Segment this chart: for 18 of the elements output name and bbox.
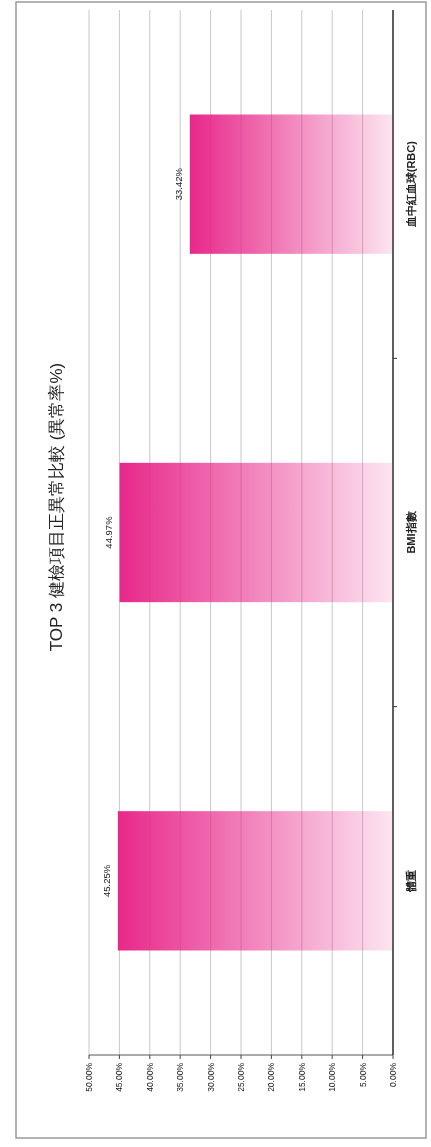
- x-tick-label: 0.00%: [388, 1062, 398, 1088]
- x-tick-label: 40.00%: [144, 1062, 155, 1092]
- x-tick-label: 45.00%: [114, 1062, 125, 1092]
- x-tick-label: 5.00%: [357, 1062, 368, 1088]
- y-tick-label: BMI指數: [405, 510, 417, 554]
- data-label: 33.42%: [172, 167, 184, 201]
- x-tick-label: 30.00%: [205, 1062, 216, 1092]
- x-tick-label: 10.00%: [327, 1062, 338, 1092]
- x-tick-label: 35.00%: [175, 1062, 186, 1092]
- data-label: 45.25%: [100, 864, 112, 897]
- x-tick-label: 25.00%: [236, 1062, 246, 1092]
- data-label: 44.97%: [102, 515, 114, 549]
- x-tick-label: 50.00%: [84, 1062, 94, 1092]
- text: TOP 3 健檢項目正異常比較 (異常率%): [47, 362, 66, 652]
- x-tick-label: 20.00%: [266, 1062, 277, 1092]
- y-tick-label: 血中紅血球(RBC): [405, 140, 417, 229]
- x-tick-label: 15.00%: [296, 1062, 307, 1092]
- y-tick-label: 體重: [405, 869, 417, 893]
